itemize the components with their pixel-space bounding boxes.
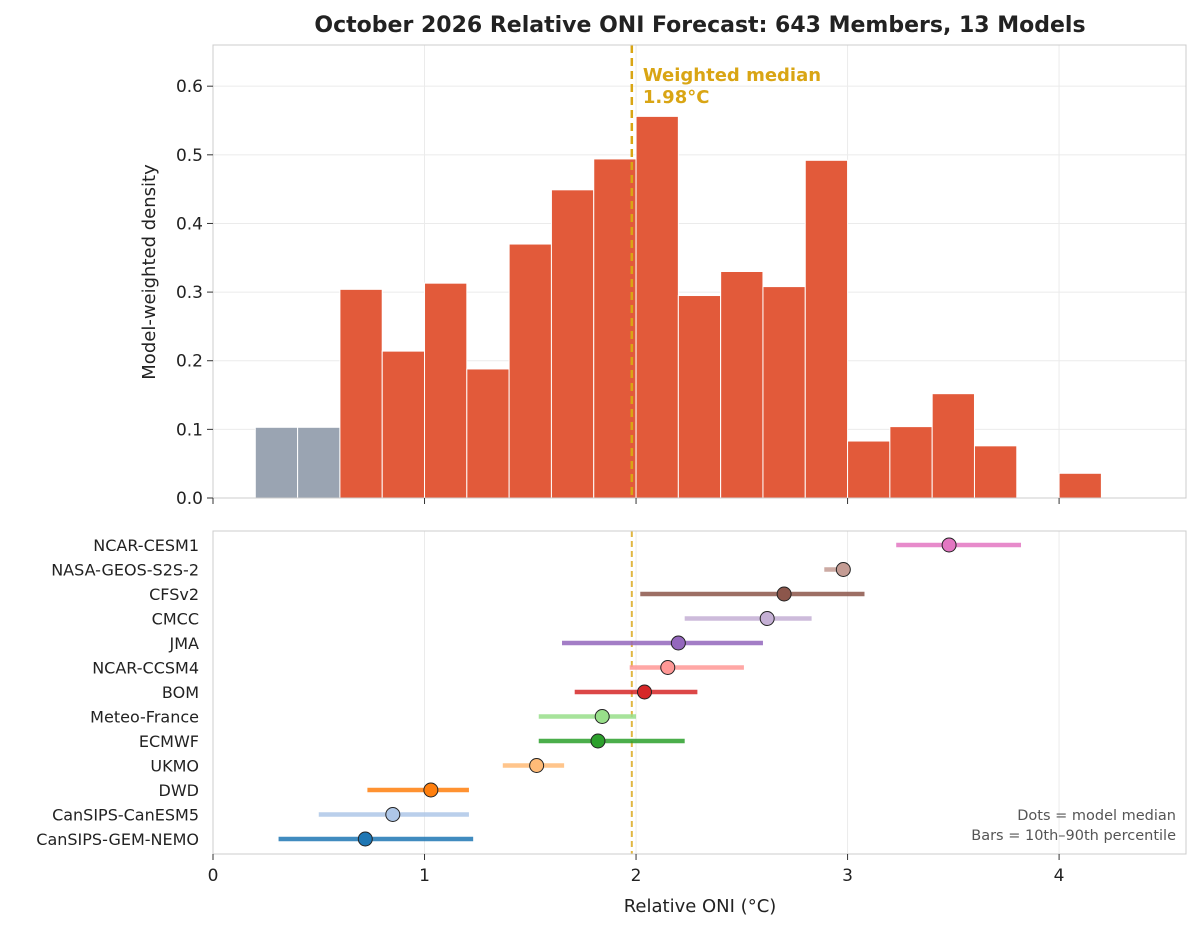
model-range-panel: NCAR-CESM1 NASA-GEOS-S2S-2 CFSv2 CMCC JMA NCA…	[36, 530, 1187, 917]
model-label: UKMO	[150, 757, 199, 776]
legend-note-dots: Dots = model median	[1017, 808, 1176, 824]
histogram-bar	[889, 426, 933, 499]
x-tick-label: 1	[419, 866, 430, 886]
x-tick-label: 0	[208, 866, 219, 886]
model-label: CMCC	[152, 610, 199, 629]
histogram-bar	[381, 350, 426, 499]
median-dot	[759, 611, 775, 626]
y-tick-label: 0.3	[176, 283, 203, 303]
median-dot	[776, 586, 792, 602]
median-dot	[385, 807, 401, 822]
model-label: Meteo-France	[90, 708, 199, 727]
y-tick-label: 0.4	[176, 214, 203, 234]
median-annotation-value: 1.98°C	[643, 87, 710, 108]
median-dot	[670, 635, 686, 651]
median-dot	[529, 758, 545, 773]
histogram-bar	[931, 393, 975, 499]
histogram-bar	[635, 115, 679, 499]
median-dot	[594, 709, 610, 724]
model-label: NCAR-CESM1	[93, 536, 199, 555]
model-labels: NCAR-CESM1 NASA-GEOS-S2S-2 CFSv2 CMCC JMA NCA…	[36, 536, 199, 849]
model-label: ECMWF	[139, 732, 199, 751]
y-tick-label: 0.1	[176, 420, 203, 440]
histogram-bar	[1058, 472, 1102, 499]
histogram-bar	[254, 426, 299, 499]
histogram-bar	[677, 295, 722, 499]
median-dot	[637, 684, 653, 700]
legend-note-bars: Bars = 10th–90th percentile	[971, 828, 1176, 844]
histogram-frame	[212, 44, 1187, 499]
model-label: NASA-GEOS-S2S-2	[51, 561, 199, 580]
histogram-bar	[339, 288, 383, 499]
histogram-bar	[424, 282, 468, 499]
x-tick-label: 4	[1054, 866, 1065, 886]
model-label: CanSIPS-GEM-NEMO	[36, 830, 199, 849]
histogram-bar	[762, 286, 806, 499]
median-dot	[590, 733, 606, 749]
histogram-y-axis-label: Model-weighted density	[139, 164, 160, 380]
y-tick-label: 0.2	[176, 352, 203, 372]
histogram-y-ticks: 0.0 0.1 0.2 0.3 0.4 0.5 0.6	[176, 77, 213, 509]
median-dot	[941, 537, 957, 553]
model-label: CFSv2	[149, 585, 199, 604]
chart-title: October 2026 Relative ONI Forecast: 643 …	[314, 13, 1085, 38]
x-tick-label: 3	[842, 866, 853, 886]
histogram-bar	[847, 440, 891, 499]
model-label: DWD	[159, 781, 199, 800]
x-tick-label: 2	[631, 866, 642, 886]
histogram-bar	[593, 158, 637, 499]
model-median-dots	[357, 537, 957, 847]
y-tick-label: 0.0	[176, 489, 203, 509]
histogram-bar	[804, 159, 849, 499]
histogram-bar	[297, 426, 341, 499]
x-axis-label: Relative ONI (°C)	[624, 896, 777, 917]
histogram-bar	[720, 271, 764, 499]
model-panel-frame	[212, 530, 1187, 855]
model-label: CanSIPS-CanESM5	[52, 806, 199, 825]
histogram-bars	[254, 115, 1102, 499]
y-tick-label: 0.5	[176, 146, 203, 166]
histogram-panel: Weighted median 1.98°C 0.00.10.20.30.40.…	[139, 44, 1187, 509]
histogram-bar	[508, 243, 552, 499]
model-label: JMA	[169, 634, 200, 653]
histogram-bar	[466, 368, 510, 499]
median-dot	[660, 660, 676, 675]
histogram-bar	[973, 445, 1018, 499]
median-dot	[835, 562, 851, 577]
y-tick-label: 0.6	[176, 77, 203, 97]
median-dot	[423, 782, 439, 798]
model-label: BOM	[162, 683, 199, 702]
histogram-x-tick-marks	[212, 498, 1060, 504]
median-annotation-label: Weighted median	[643, 65, 821, 86]
histogram-bar	[550, 189, 595, 499]
model-panel-x-ticks: 0 1 2 3 4	[208, 854, 1065, 886]
model-label: NCAR-CCSM4	[92, 659, 199, 678]
median-dot	[357, 831, 373, 847]
